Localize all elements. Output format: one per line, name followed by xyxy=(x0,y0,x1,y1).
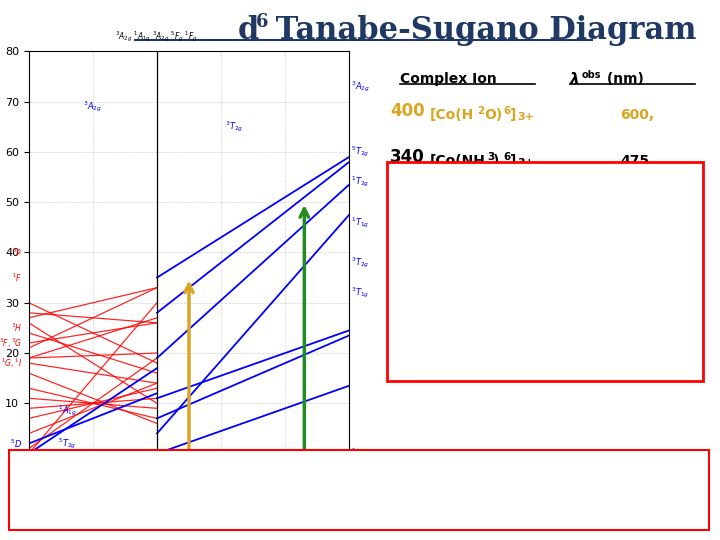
Text: $^3F, ^3G$: $^3F, ^3G$ xyxy=(0,336,22,350)
Text: (nm): (nm) xyxy=(602,72,644,86)
Text: O): O) xyxy=(484,108,503,122)
Text: 475,: 475, xyxy=(620,154,654,168)
Text: ): ) xyxy=(493,154,500,168)
Text: $^1T_{1g}$: $^1T_{1g}$ xyxy=(351,215,369,230)
Text: [Co(en): [Co(en) xyxy=(430,198,488,212)
Text: $^3A_{2g}$: $^3A_{2g}$ xyxy=(351,79,370,94)
Text: 6: 6 xyxy=(503,152,510,162)
Text: 6: 6 xyxy=(503,106,510,116)
Text: $^3H$: $^3H$ xyxy=(11,322,22,334)
Text: $^3T_{2g}$: $^3T_{2g}$ xyxy=(225,119,243,134)
Text: $^1T_{2g}$: $^1T_{2g}$ xyxy=(351,175,369,190)
Text: Complex Ion: Complex Ion xyxy=(400,72,497,86)
Text: 3+: 3+ xyxy=(517,112,534,122)
Text: $^1A_{1g}$: $^1A_{1g}$ xyxy=(351,447,370,461)
Text: [Co(H: [Co(H xyxy=(430,108,474,122)
Text: 400: 400 xyxy=(390,102,425,120)
Text: $^3T_{2g}$: $^3T_{2g}$ xyxy=(351,255,369,270)
Text: 3+: 3+ xyxy=(505,202,522,212)
Text: $^5T_{2g}$: $^5T_{2g}$ xyxy=(58,436,76,450)
Text: $^5T_{2g}$: $^5T_{2g}$ xyxy=(351,145,369,159)
Text: ]: ] xyxy=(510,154,516,168)
Text: $^1A_{1g}$: $^1A_{1g}$ xyxy=(58,403,77,418)
Text: $^3A_{2g}$: $^3A_{2g}$ xyxy=(84,99,102,114)
Text: 2: 2 xyxy=(477,106,485,116)
Text: ]: ] xyxy=(510,108,516,122)
Text: 340: 340 xyxy=(390,205,425,223)
Text: λ: λ xyxy=(570,72,580,87)
Text: o: o xyxy=(116,465,125,478)
Text: $^3P$: $^3P$ xyxy=(12,246,22,259)
Text: 600,: 600, xyxy=(620,108,654,122)
Text: $^1F$: $^1F$ xyxy=(12,272,22,284)
Text: [Co(NH: [Co(NH xyxy=(430,154,486,168)
Text: obs: obs xyxy=(582,70,601,80)
Text: 470,: 470, xyxy=(620,198,654,212)
Text: o: o xyxy=(671,465,680,478)
Text: $^1G, ^1I$: $^1G, ^1I$ xyxy=(1,356,22,370)
X-axis label: $\Delta_o$/B: $\Delta_o$/B xyxy=(174,479,204,494)
Text: I⁻ < Br⁻ < Cl⁻ < OH⁻ < RCO₂⁻ < F⁻ < H₂O < NCS⁻ < NH₃ < en < NO₂⁻ < phen < CO, CN: I⁻ < Br⁻ < Cl⁻ < OH⁻ < RCO₂⁻ < F⁻ < H₂O … xyxy=(112,493,608,503)
Text: 340: 340 xyxy=(390,148,425,166)
Text: d: d xyxy=(238,15,259,46)
Text: $^3T_{1g}$: $^3T_{1g}$ xyxy=(351,286,369,300)
Text: The Spectrochemical Series: The Spectrochemical Series xyxy=(241,467,479,482)
Text: 3: 3 xyxy=(490,196,498,206)
Text: 3: 3 xyxy=(487,152,494,162)
Text: 6: 6 xyxy=(256,13,269,31)
Text: Smaller Δ: Smaller Δ xyxy=(22,467,112,485)
Text: 3+: 3+ xyxy=(517,158,534,168)
Text: $^5D$: $^5D$ xyxy=(10,437,22,450)
Text: ]: ] xyxy=(497,198,503,212)
Text: Larger Δ: Larger Δ xyxy=(590,467,670,485)
Text: $^3A_{2g}\ ^1A_{1g}\ ^3A_{2g}\ ^5F_g\ ^1F_g$: $^3A_{2g}\ ^1A_{1g}\ ^3A_{2g}\ ^5F_g\ ^1… xyxy=(115,29,199,44)
Text: Tanabe-Sugano Diagram: Tanabe-Sugano Diagram xyxy=(265,15,696,46)
